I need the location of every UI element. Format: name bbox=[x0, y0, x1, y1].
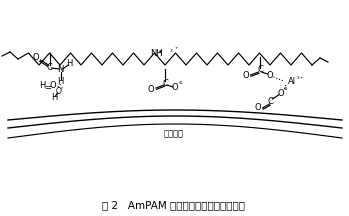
Text: $^+$: $^+$ bbox=[174, 46, 180, 51]
Text: H: H bbox=[57, 76, 64, 86]
Text: H: H bbox=[66, 59, 73, 67]
Text: C: C bbox=[46, 62, 52, 71]
Text: H: H bbox=[39, 81, 46, 89]
Text: O: O bbox=[172, 84, 178, 92]
Text: N: N bbox=[57, 65, 64, 75]
Text: 纤维表面: 纤维表面 bbox=[164, 130, 184, 138]
Text: NH: NH bbox=[150, 49, 163, 57]
Text: $^\ominus$: $^\ominus$ bbox=[178, 81, 184, 86]
Text: $^{3+}$: $^{3+}$ bbox=[296, 75, 304, 81]
Text: O: O bbox=[148, 84, 154, 94]
Text: O: O bbox=[277, 89, 284, 97]
Text: O: O bbox=[49, 81, 56, 91]
Text: =: = bbox=[44, 84, 51, 92]
Text: C: C bbox=[268, 97, 273, 106]
Text: Al: Al bbox=[288, 78, 296, 86]
Text: O': O' bbox=[55, 86, 64, 95]
Text: O: O bbox=[32, 54, 39, 62]
Text: O: O bbox=[266, 70, 273, 79]
Text: 图 2   AmPAM 的结构和与纤维的结合方式: 图 2 AmPAM 的结构和与纤维的结合方式 bbox=[103, 200, 245, 210]
Text: O: O bbox=[242, 70, 249, 79]
Text: $^\ominus$: $^\ominus$ bbox=[283, 87, 290, 92]
Text: C: C bbox=[162, 79, 168, 89]
Text: C: C bbox=[258, 65, 263, 75]
Text: $_3$: $_3$ bbox=[169, 48, 173, 55]
Text: O: O bbox=[254, 103, 261, 113]
Text: H: H bbox=[51, 92, 58, 102]
